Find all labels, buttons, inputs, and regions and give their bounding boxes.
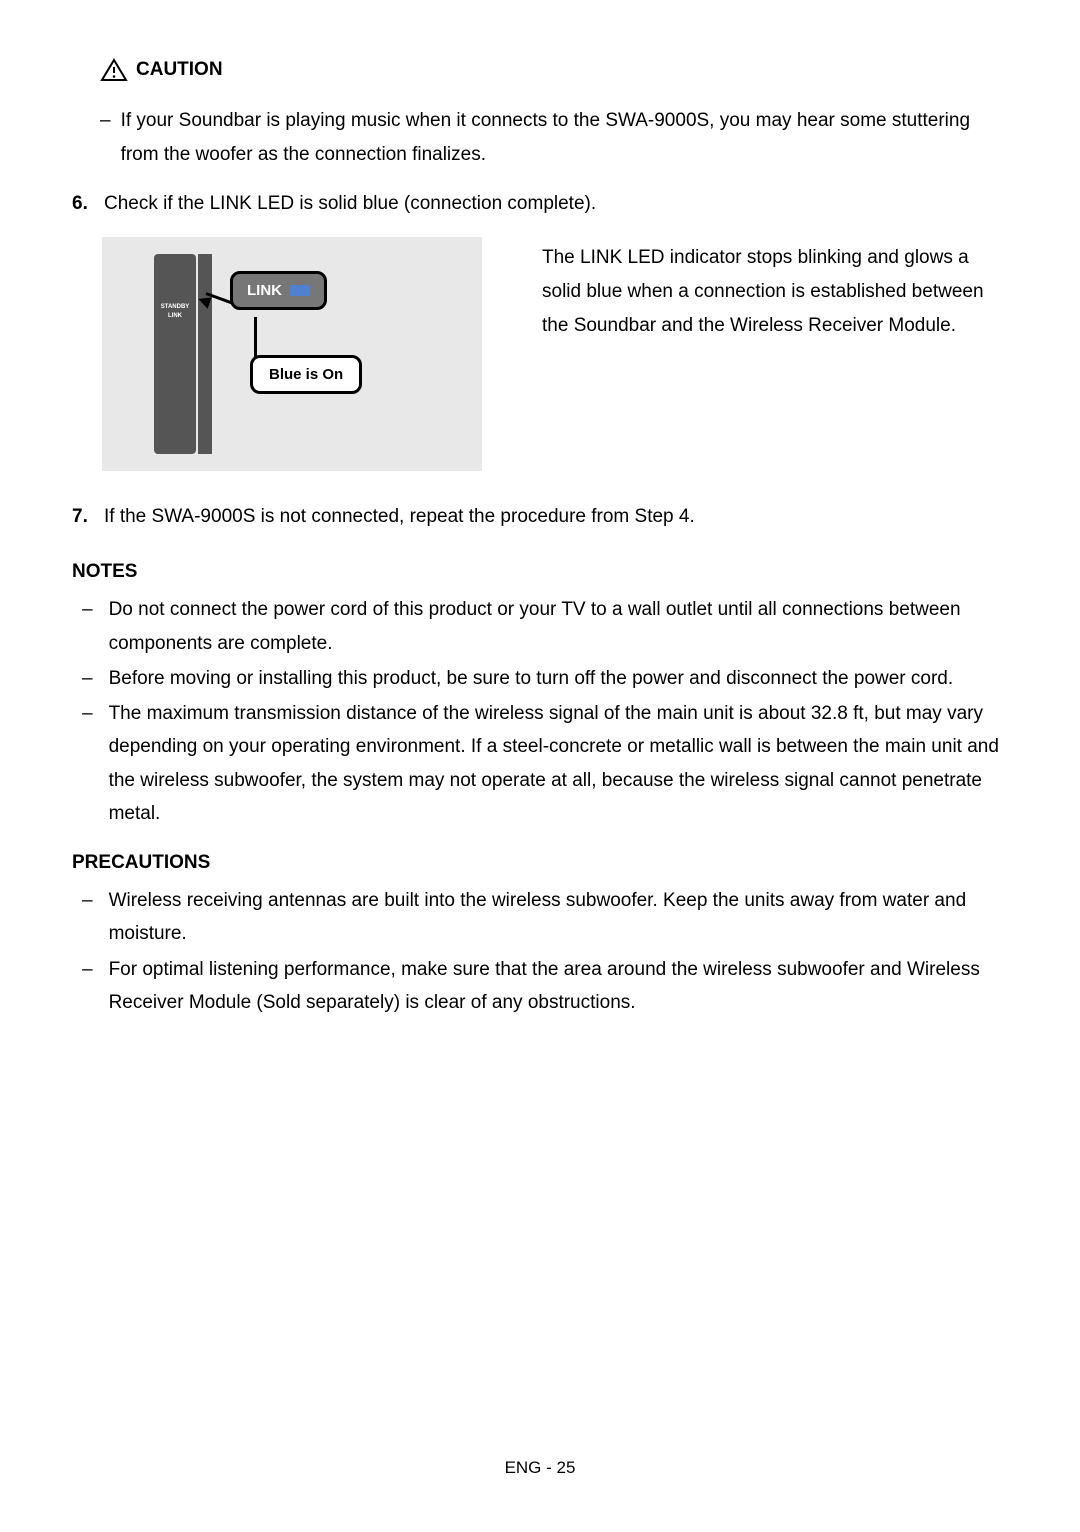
diagram-section: STANDBY LINK LINK Blue is On The LINK LE…: [72, 237, 1008, 471]
step-text: If the SWA-9000S is not connected, repea…: [104, 503, 695, 532]
page-footer: ENG - 25: [0, 1458, 1080, 1478]
dash: –: [82, 884, 93, 951]
callout-line-2: [254, 317, 257, 357]
link-callout: LINK: [230, 271, 327, 310]
note-text: Do not connect the power cord of this pr…: [109, 593, 1008, 660]
step-number: 7.: [72, 503, 94, 532]
notes-list: – Do not connect the power cord of this …: [72, 593, 1008, 830]
list-item: – The maximum transmission distance of t…: [72, 697, 1008, 830]
link-led-indicator: [290, 285, 310, 296]
diagram-description: The LINK LED indicator stops blinking an…: [542, 237, 1008, 471]
dash: –: [82, 953, 93, 1020]
dash: –: [82, 593, 93, 660]
step-text: Check if the LINK LED is solid blue (con…: [104, 190, 596, 219]
dash: –: [82, 697, 93, 830]
link-small-label: LINK: [168, 313, 182, 319]
step-7: 7. If the SWA-9000S is not connected, re…: [72, 503, 1008, 532]
notes-title: NOTES: [72, 561, 1008, 583]
list-item: – For optimal listening performance, mak…: [72, 953, 1008, 1020]
blue-callout: Blue is On: [250, 355, 362, 394]
list-item: – Before moving or installing this produ…: [72, 662, 1008, 695]
caution-label: CAUTION: [136, 59, 223, 81]
caution-header: CAUTION: [100, 58, 1008, 82]
list-item: – Do not connect the power cord of this …: [72, 593, 1008, 660]
standby-label: STANDBY: [161, 304, 190, 310]
diagram-box: STANDBY LINK LINK Blue is On: [102, 237, 482, 471]
note-text: Before moving or installing this product…: [109, 662, 1008, 695]
device-body: STANDBY LINK: [154, 254, 196, 454]
precautions-list: – Wireless receiving antennas are built …: [72, 884, 1008, 1019]
note-text: The maximum transmission distance of the…: [109, 697, 1008, 830]
dash: –: [82, 662, 93, 695]
device-body-edge: [198, 254, 212, 454]
caution-text: If your Soundbar is playing music when i…: [121, 104, 1008, 172]
precaution-text: For optimal listening performance, make …: [109, 953, 1008, 1020]
precautions-title: PRECAUTIONS: [72, 852, 1008, 874]
link-callout-text: LINK: [247, 282, 282, 299]
list-item: – Wireless receiving antennas are built …: [72, 884, 1008, 951]
step-number: 6.: [72, 190, 94, 219]
precaution-text: Wireless receiving antennas are built in…: [109, 884, 1008, 951]
caution-item: – If your Soundbar is playing music when…: [100, 104, 1008, 172]
step-6: 6. Check if the LINK LED is solid blue (…: [72, 190, 1008, 219]
dash: –: [100, 104, 111, 172]
warning-icon: [100, 58, 128, 82]
